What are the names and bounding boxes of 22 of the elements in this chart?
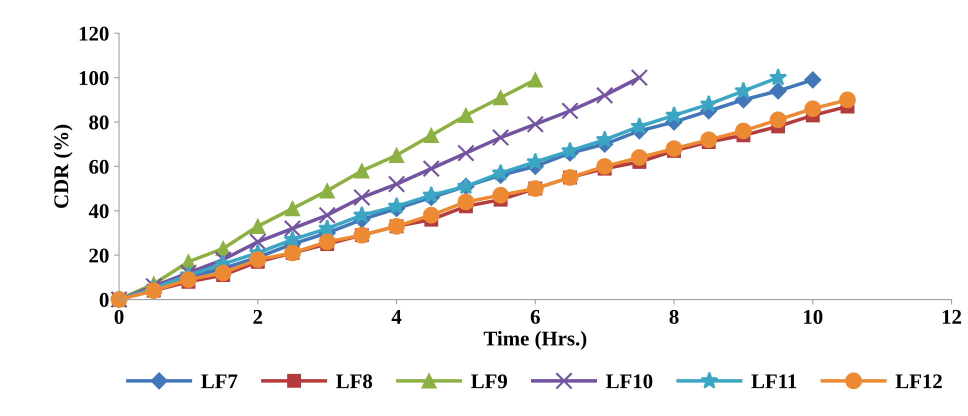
y-tick-label: 100 (80, 71, 109, 86)
y-tick-label: 80 (89, 115, 109, 130)
x-tick-label: 2 (253, 310, 262, 324)
y-tick-label: 20 (89, 248, 109, 263)
y-tick-label: 120 (80, 26, 109, 41)
y-axis-title: CDR (%) (54, 124, 73, 208)
x-axis-title: Time (Hrs.) (484, 330, 586, 350)
x-tick-label: 10 (804, 310, 822, 324)
x-tick-label: 0 (114, 310, 124, 324)
legend-label: LF7 (201, 374, 238, 388)
legend-label: LF9 (471, 374, 507, 388)
x-tick-label: 12 (942, 310, 962, 324)
legend-label: LF12 (896, 374, 942, 388)
y-tick-label: 0 (100, 292, 109, 307)
legend-label: LF11 (751, 374, 796, 388)
legend-label: LF8 (336, 374, 372, 388)
y-tick-label: 40 (88, 204, 109, 218)
y-tick-label: 60 (89, 160, 109, 174)
legend-label: LF10 (606, 374, 652, 388)
x-tick-label: 4 (392, 310, 402, 324)
x-tick-label: 8 (670, 310, 679, 324)
x-tick-label: 6 (530, 310, 540, 324)
